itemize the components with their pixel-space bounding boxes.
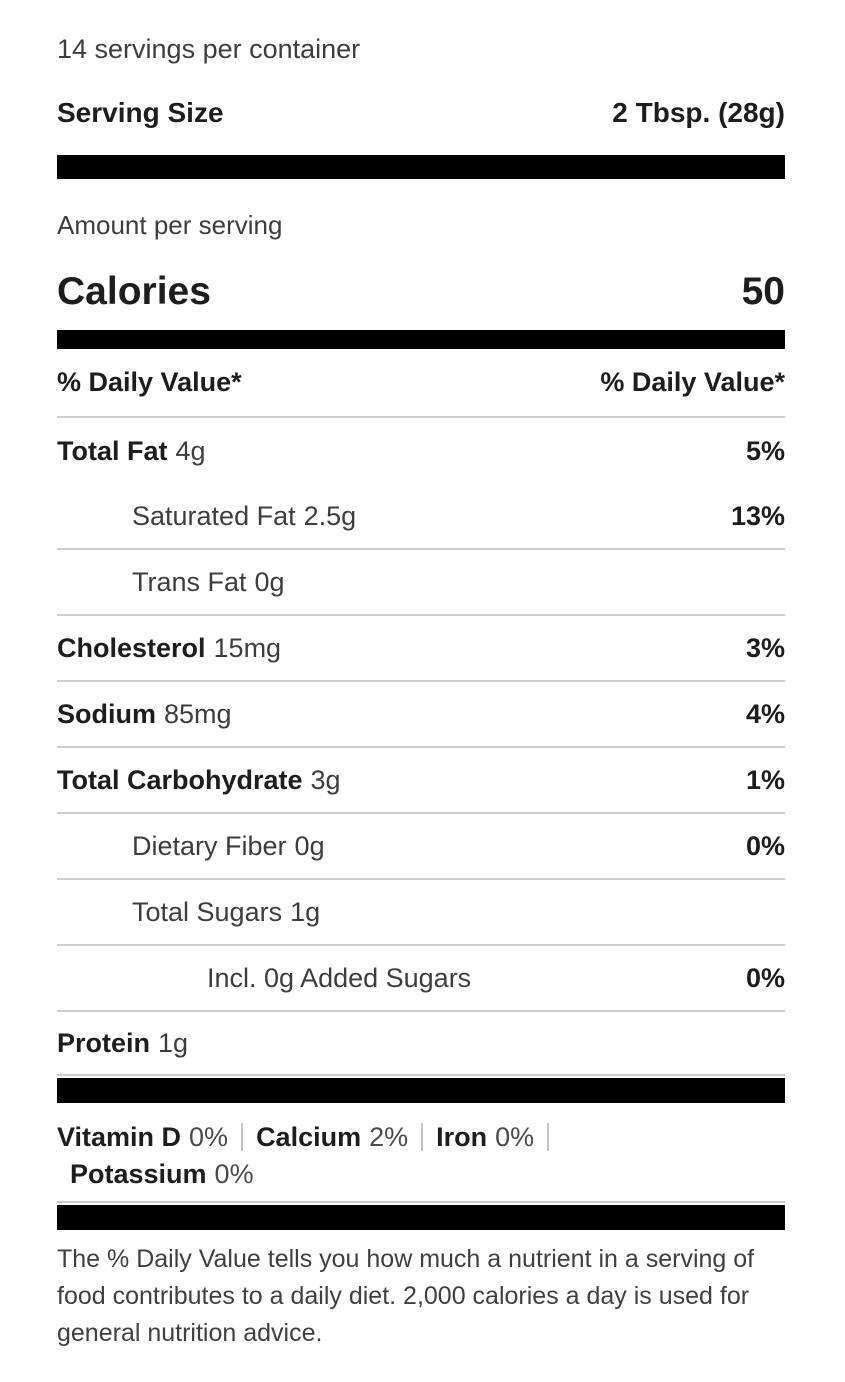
nutrient-amount: 3g [310, 764, 341, 795]
vitamin-name: Calcium [256, 1122, 362, 1152]
nutrient-row-sodium: Sodium 85mg 4% [57, 682, 785, 748]
daily-value-percent: 13% [730, 500, 785, 531]
nutrient-name: Incl. 0g Added Sugars [207, 962, 472, 993]
serving-size-row: Serving Size 2 Tbsp. (28g) [57, 97, 785, 129]
vitamin-value: 0% [189, 1122, 229, 1152]
vitamin-value: 2% [369, 1122, 409, 1152]
nutrient-amount: 1g [158, 1027, 189, 1058]
nutrient-name: Cholesterol 15mg [57, 632, 282, 663]
nutrient-amount: 0g [254, 566, 285, 597]
nutrient-name: Total Sugars 1g [132, 896, 321, 927]
daily-value-percent: 0% [745, 830, 785, 861]
serving-size-label: Serving Size [57, 97, 224, 128]
nutrient-name: Saturated Fat 2.5g [132, 500, 357, 531]
nutrient-amount: 2.5g [303, 500, 357, 531]
nutrient-name: Protein 1g [57, 1027, 189, 1058]
calories-value: 50 [741, 270, 785, 313]
nutrient-row-total-fat: Total Fat 4g 5% [57, 418, 785, 484]
nutrient-row-dietary-fiber: Dietary Fiber 0g 0% [57, 814, 785, 880]
daily-value-percent: 0% [745, 962, 785, 993]
vitamin-item: Calcium 2% [256, 1122, 408, 1152]
servings-per-container: 14 servings per container [57, 34, 361, 64]
nutrient-row-protein: Protein 1g [57, 1012, 785, 1076]
nutrient-row-trans-fat: Trans Fat 0g [57, 550, 785, 616]
vitamin-value: 0% [214, 1159, 254, 1189]
vitamin-separator [421, 1123, 424, 1151]
serving-size-value: 2 Tbsp. (28g) [612, 97, 785, 128]
vitamin-name: Potassium [70, 1159, 207, 1189]
thick-separator-bar [57, 155, 785, 179]
daily-value-percent: 3% [745, 632, 785, 663]
vitamin-separator [547, 1123, 550, 1151]
nutrient-row-total-carbohydrate: Total Carbohydrate 3g 1% [57, 748, 785, 814]
vitamin-name: Iron [436, 1122, 488, 1152]
nutrient-name: Sodium 85mg [57, 698, 232, 729]
daily-value-header-left: % Daily Value* [57, 367, 242, 397]
vitamin-item: Iron 0% [436, 1122, 534, 1152]
nutrient-name: Total Carbohydrate 3g [57, 764, 341, 795]
thick-separator-bar [57, 330, 785, 349]
vitamins-line-1: Vitamin D 0% Calcium 2% Iron 0% [57, 1119, 785, 1156]
vitamins-section: Vitamin D 0% Calcium 2% Iron 0% Potassium 0% [57, 1103, 785, 1203]
nutrient-name: Trans Fat 0g [132, 566, 285, 597]
daily-value-percent: 4% [745, 698, 785, 729]
daily-value-header-right: % Daily Value* [600, 367, 785, 397]
nutrient-amount: 0g [294, 830, 325, 861]
thick-separator-bar [57, 1078, 785, 1103]
footnote-text: The % Daily Value tells you how much a n… [57, 1245, 755, 1347]
daily-value-percent: 5% [745, 435, 785, 466]
thick-separator-bar [57, 1205, 785, 1230]
nutrient-amount: 1g [290, 896, 321, 927]
vitamins-line-2: Potassium 0% [57, 1156, 785, 1193]
nutrient-amount: 15mg [213, 632, 282, 663]
nutrient-name: Total Fat 4g [57, 435, 206, 466]
nutrient-amount: 4g [175, 435, 206, 466]
vitamin-separator [241, 1123, 244, 1151]
vitamin-item: Potassium 0% [70, 1159, 254, 1189]
daily-value-percent: 1% [745, 764, 785, 795]
vitamin-value: 0% [495, 1122, 535, 1152]
calories-label: Calories [57, 270, 211, 313]
daily-value-header: % Daily Value* % Daily Value* [57, 349, 785, 418]
nutrient-row-cholesterol: Cholesterol 15mg 3% [57, 616, 785, 682]
vitamin-name: Vitamin D [57, 1122, 182, 1152]
nutrient-row-added-sugars: Incl. 0g Added Sugars 0% [57, 946, 785, 1012]
nutrient-row-saturated-fat: Saturated Fat 2.5g 13% [57, 484, 785, 550]
vitamin-item: Vitamin D 0% [57, 1122, 228, 1152]
nutrient-row-total-sugars: Total Sugars 1g [57, 880, 785, 946]
calories-row: Calories 50 [57, 270, 785, 313]
nutrient-name: Dietary Fiber 0g [132, 830, 325, 861]
nutrition-facts-label: 14 servings per container Serving Size 2… [57, 34, 785, 1347]
nutrient-amount: 85mg [164, 698, 232, 729]
amount-per-serving-label: Amount per serving [57, 210, 283, 240]
